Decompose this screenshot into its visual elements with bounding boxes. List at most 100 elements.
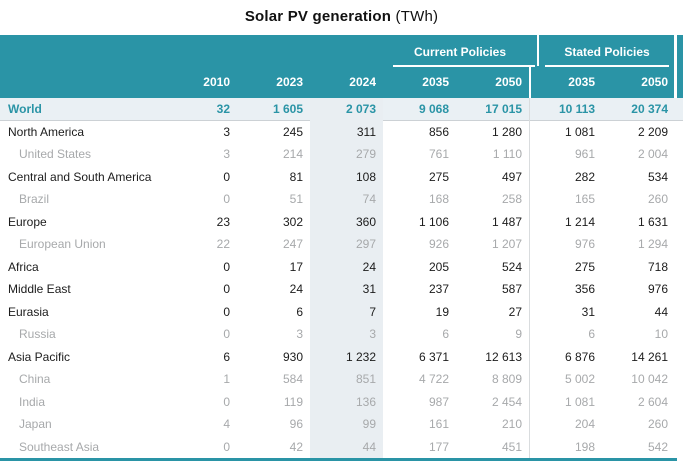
value-2024: 2 073 [310,98,383,121]
value-2010: 4 [223,417,230,431]
table-row: Central and South America 0 81 108 275 4… [0,165,683,188]
table-body: World 32 1 605 2 073 9 068 17 015 10 113… [0,98,683,458]
value-2010: 0 [223,282,230,296]
table-header: Current Policies Stated Policies 2010 20… [0,35,683,98]
value-current-policies-2035: 275 [428,169,449,184]
value-2024: 136 [310,390,383,413]
table-row: China 1 584 851 4 722 8 809 5 002 10 042 [0,368,683,391]
value-2024: 99 [310,413,383,436]
value-current-policies-2035: 856 [428,124,449,139]
value-current-policies-2050: 27 [508,304,522,319]
value-stated-policies-2035: 356 [529,278,602,301]
value-stated-policies-2050: 2 209 [637,124,668,139]
value-2024: 74 [310,188,383,211]
value-2024: 7 [310,300,383,323]
value-2010: 0 [223,169,230,184]
value-stated-policies-2035: 961 [529,143,602,166]
value-2023: 119 [283,394,303,409]
value-2024: 108 [310,165,383,188]
year-header-sp-2050: 2050 [641,75,668,89]
row-label: Asia Pacific [8,349,71,364]
value-current-policies-2035: 237 [428,282,449,296]
row-label: Japan [19,417,52,431]
group-header-stated-policies: Stated Policies [537,35,675,67]
value-current-policies-2035: 4 722 [418,372,449,386]
value-2023: 302 [282,214,303,229]
value-2024: 311 [310,120,383,143]
value-2010: 32 [216,102,230,116]
value-current-policies-2050: 12 613 [485,349,522,364]
row-label: North America [8,124,85,139]
row-label: Southeast Asia [19,439,100,454]
value-2024: 24 [310,255,383,278]
value-stated-policies-2035: 6 [529,323,602,346]
table-row: Russia 0 3 3 6 9 6 10 [0,323,683,346]
value-2024: 31 [310,278,383,301]
value-2010: 0 [223,327,230,341]
value-stated-policies-2035: 1 081 [529,120,602,143]
value-stated-policies-2050: 542 [647,439,668,454]
row-label: United States [19,147,92,161]
row-label: World [8,102,42,116]
value-current-policies-2035: 926 [428,237,449,251]
value-current-policies-2050: 497 [501,169,522,184]
value-2023: 24 [289,282,303,296]
table-row: European Union 22 247 297 926 1 207 976 … [0,233,683,256]
value-current-policies-2050: 9 [515,327,522,341]
value-current-policies-2035: 205 [428,259,449,274]
value-stated-policies-2035: 31 [529,300,602,323]
value-stated-policies-2050: 976 [647,282,668,296]
value-current-policies-2035: 161 [428,417,449,431]
value-stated-policies-2050: 2 604 [637,394,668,409]
table-row: Brazil 0 51 74 168 258 165 260 [0,188,683,211]
value-2023: 930 [282,349,303,364]
value-stated-policies-2050: 10 042 [631,372,668,386]
value-stated-policies-2050: 2 004 [637,147,668,161]
value-2024: 279 [310,143,383,166]
value-2024: 44 [310,435,383,458]
value-2023: 245 [282,124,303,139]
value-stated-policies-2035: 6 876 [529,345,602,368]
value-stated-policies-2035: 976 [529,233,602,256]
year-header-row: 2010 2023 2024 2035 2050 2035 2050 [0,66,683,98]
value-2010: 0 [223,259,230,274]
value-current-policies-2050: 1 280 [491,124,522,139]
solar-pv-table: Current Policies Stated Policies 2010 20… [0,35,683,461]
value-2023: 1 605 [272,102,303,116]
row-label: Africa [8,259,39,274]
value-2023: 3 [296,327,303,341]
value-current-policies-2050: 258 [501,192,522,206]
row-label: China [19,372,51,386]
row-label: Central and South America [8,169,152,184]
value-current-policies-2050: 2 454 [491,394,522,409]
row-label: India [19,394,46,409]
value-current-policies-2035: 9 068 [418,102,449,116]
page-title: Solar PV generation (TWh) [0,0,683,35]
table-row: India 0 119 136 987 2 454 1 081 2 604 [0,390,683,413]
value-stated-policies-2050: 718 [647,259,668,274]
value-stated-policies-2050: 10 [654,327,668,341]
value-2024: 1 232 [310,345,383,368]
year-header-2010: 2010 [203,75,230,89]
value-2024: 360 [310,210,383,233]
value-current-policies-2035: 19 [435,304,449,319]
value-stated-policies-2050: 260 [647,417,668,431]
value-2010: 23 [216,214,230,229]
group-header-current-policies: Current Policies [383,35,537,67]
value-2024: 3 [310,323,383,346]
value-current-policies-2035: 177 [428,439,449,454]
value-2023: 96 [289,417,303,431]
value-stated-policies-2050: 534 [647,169,668,184]
value-current-policies-2050: 1 487 [491,214,522,229]
value-stated-policies-2050: 260 [647,192,668,206]
value-stated-policies-2035: 282 [529,165,602,188]
value-current-policies-2050: 1 110 [492,147,522,161]
row-label: Brazil [19,192,50,206]
value-2010: 0 [223,394,230,409]
value-2023: 584 [282,372,303,386]
value-current-policies-2050: 524 [501,259,522,274]
value-stated-policies-2050: 14 261 [631,349,668,364]
table-row: Middle East 0 24 31 237 587 356 976 [0,278,683,301]
value-current-policies-2035: 1 106 [418,214,449,229]
year-header-2024: 2024 [349,75,376,89]
